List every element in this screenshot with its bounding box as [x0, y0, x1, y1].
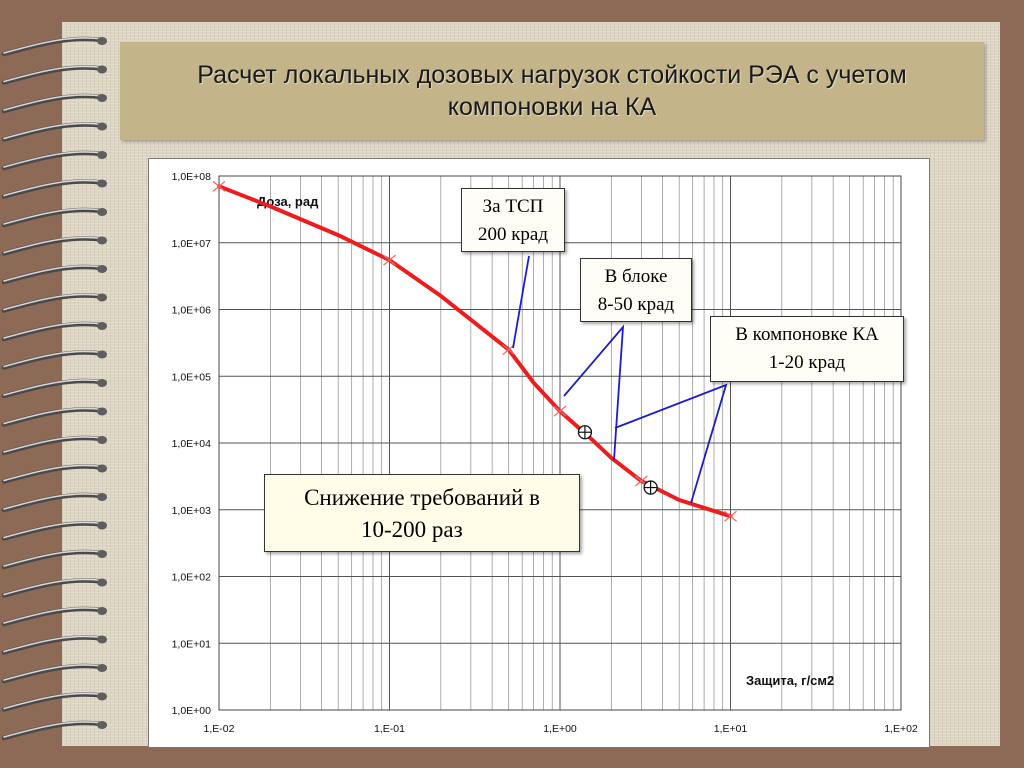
- slide-title-line-2: компоновки на КА: [447, 93, 657, 121]
- x-tick-label: 1,E-01: [374, 723, 405, 735]
- y-tick-label: 1,0E+03: [172, 505, 212, 517]
- curve-marker-x: [553, 405, 567, 417]
- spiral-ring: [1, 407, 107, 427]
- callout-tsp-line-2: 200 крад: [477, 224, 549, 245]
- spiral-ring: [1, 236, 107, 256]
- spiral-ring: [1, 179, 107, 199]
- spiral-ring: [1, 435, 107, 456]
- dose-chart: 1,0E+00 1,0E+01 1,0E+02 1,0E+03 1,0E+04 1,0E+…: [172, 171, 918, 735]
- callout-reduction-line-2: 10-200 раз: [361, 517, 463, 542]
- spiral-ring: [1, 378, 107, 399]
- leader-line-block: [563, 324, 625, 461]
- spiral-ring: [1, 549, 107, 570]
- curve-data-point: [609, 456, 613, 460]
- y-tick-label: 1,0E+06: [172, 305, 212, 317]
- design-point-marker: [577, 425, 593, 440]
- spiral-ring: [1, 36, 107, 57]
- spiral-ring: [1, 207, 107, 228]
- y-tick-label: 1,0E+08: [172, 171, 212, 183]
- curve-data-point: [336, 233, 340, 237]
- slide-title-box: Расчет локальных дозовых нагрузок стойко…: [120, 42, 984, 140]
- spiral-ring: [1, 122, 107, 142]
- callout-ka: В компоновке КА 1-20 крад: [710, 316, 904, 382]
- curve-marker-x: [212, 180, 226, 192]
- curve-data-point: [531, 381, 536, 385]
- callout-ka-line-1: В компоновке КА: [735, 324, 879, 345]
- x-tick-label: 1,E+00: [543, 723, 577, 735]
- chart-grid: [218, 175, 902, 711]
- spiral-ring: [1, 692, 107, 712]
- spiral-ring: [1, 65, 107, 85]
- curve-data-point: [268, 204, 272, 209]
- x-axis-label: Защита, г/см2: [746, 673, 834, 688]
- callout-tsp: За ТСП 200 крад: [461, 188, 565, 252]
- x-tick-label: 1,E-02: [204, 723, 235, 735]
- spiral-ring: [1, 321, 107, 342]
- spiral-ring: [1, 150, 107, 171]
- spiral-ring: [1, 293, 107, 313]
- y-tick-label: 1,0E+05: [172, 371, 212, 383]
- slide-title-line-1: Расчет локальных дозовых нагрузок стойко…: [197, 61, 907, 89]
- spiral-ring: [1, 492, 107, 513]
- callout-block: В блоке 8-50 крад: [580, 258, 692, 322]
- spiral-ring: [1, 720, 107, 741]
- leader-line-tsp: [512, 255, 530, 349]
- spiral-ring: [1, 521, 107, 541]
- spiral-ring: [1, 350, 107, 370]
- design-point-marker: [643, 480, 658, 495]
- y-tick-label: 1,0E+07: [172, 238, 212, 250]
- spiral-ring: [1, 635, 107, 655]
- curve-data-point: [677, 498, 681, 502]
- callout-tsp-line-1: За ТСП: [482, 196, 544, 217]
- spiral-ring: [1, 93, 107, 114]
- spiral-ring: [1, 606, 107, 627]
- x-tick-label: 1,E+02: [884, 723, 918, 735]
- callout-reduction: Снижение требований в 10-200 раз: [264, 474, 580, 552]
- chart-panel: 1,0E+00 1,0E+01 1,0E+02 1,0E+03 1,0E+04 1,0E+…: [148, 158, 930, 748]
- spiral-ring: [1, 663, 107, 684]
- x-tick-label: 1,E+01: [714, 723, 748, 735]
- leader-line-ka: [614, 383, 728, 504]
- callout-block-line-2: 8-50 крад: [597, 294, 675, 315]
- y-tick-label: 1,0E+04: [172, 438, 212, 450]
- y-tick-label: 1,0E+01: [172, 638, 212, 650]
- spiral-binding: [1, 36, 107, 741]
- callout-reduction-line-1: Снижение требований в: [304, 485, 540, 510]
- callout-block-line-1: В блоке: [604, 266, 668, 287]
- y-tick-label: 1,0E+00: [172, 705, 212, 717]
- spiral-ring: [1, 578, 107, 598]
- curve-data-point: [439, 294, 443, 298]
- callout-ka-line-2: 1-20 крад: [768, 352, 846, 373]
- curve-marker-x: [724, 510, 737, 522]
- spiral-ring: [1, 464, 107, 484]
- y-tick-label: 1,0E+02: [172, 572, 212, 584]
- spiral-ring: [1, 264, 107, 285]
- curve-marker-x: [383, 254, 396, 266]
